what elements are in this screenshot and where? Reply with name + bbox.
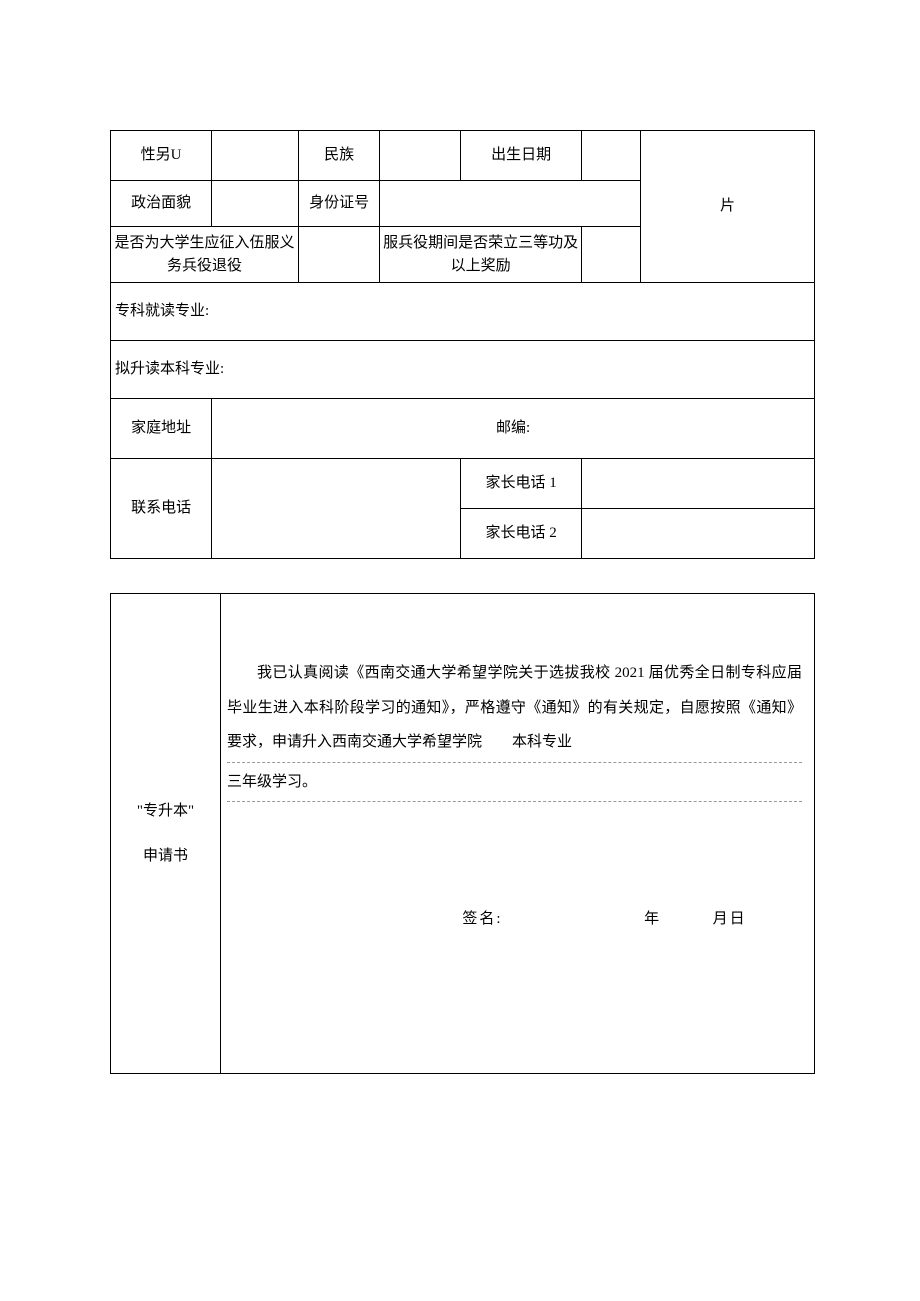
application-title-line1: "专升本"	[137, 803, 194, 819]
photo-cell: 片	[640, 131, 814, 283]
merit-value	[582, 227, 641, 283]
signature-line: 签名: 年 月日	[227, 902, 802, 937]
contact-label: 联系电话	[111, 459, 212, 559]
body-text-line2: 三年级学习。	[227, 765, 802, 803]
ethnicity-value	[380, 131, 461, 181]
ethnicity-label: 民族	[299, 131, 380, 181]
gender-label: 性另U	[111, 131, 212, 181]
political-label: 政治面貌	[111, 181, 212, 227]
parent-phone1-value	[582, 459, 815, 509]
id-label: 身份证号	[299, 181, 380, 227]
sign-label: 签名:	[462, 902, 502, 937]
parent-phone2-value	[582, 509, 815, 559]
political-value	[212, 181, 299, 227]
junior-major-row: 专科就读专业:	[111, 283, 815, 341]
contact-value	[212, 459, 461, 559]
month-day-label: 月日	[713, 902, 747, 937]
application-body-cell: 我已认真阅读《西南交通大学希望学院关于选拔我校 2021 届优秀全日制专科应届毕…	[221, 594, 815, 1074]
application-letter-table: "专升本" 申请书 我已认真阅读《西南交通大学希望学院关于选拔我校 2021 届…	[110, 593, 815, 1074]
body-text: 我已认真阅读《西南交通大学希望学院关于选拔我校 2021 届优秀全日制专科应届毕…	[227, 656, 802, 763]
birthdate-label: 出生日期	[460, 131, 581, 181]
gender-value	[212, 131, 299, 181]
address-label: 家庭地址	[111, 399, 212, 459]
parent-phone2-label: 家长电话 2	[460, 509, 581, 559]
parent-phone1-label: 家长电话 1	[460, 459, 581, 509]
application-title-cell: "专升本" 申请书	[111, 594, 221, 1074]
military-value	[299, 227, 380, 283]
applicant-info-table: 性另U 民族 出生日期 片 政治面貌 身份证号 是否为大学生应征入伍服义务兵役退…	[110, 130, 815, 559]
year-label: 年	[644, 902, 661, 937]
id-value	[380, 181, 641, 227]
military-label: 是否为大学生应征入伍服义务兵役退役	[111, 227, 299, 283]
senior-major-row: 拟升读本科专业:	[111, 341, 815, 399]
postal-label: 邮编:	[496, 420, 530, 436]
merit-label: 服兵役期间是否荣立三等功及以上奖励	[380, 227, 582, 283]
application-title-line2: 申请书	[143, 848, 188, 864]
birthdate-value	[582, 131, 641, 181]
postal-cell: 邮编:	[212, 399, 815, 459]
